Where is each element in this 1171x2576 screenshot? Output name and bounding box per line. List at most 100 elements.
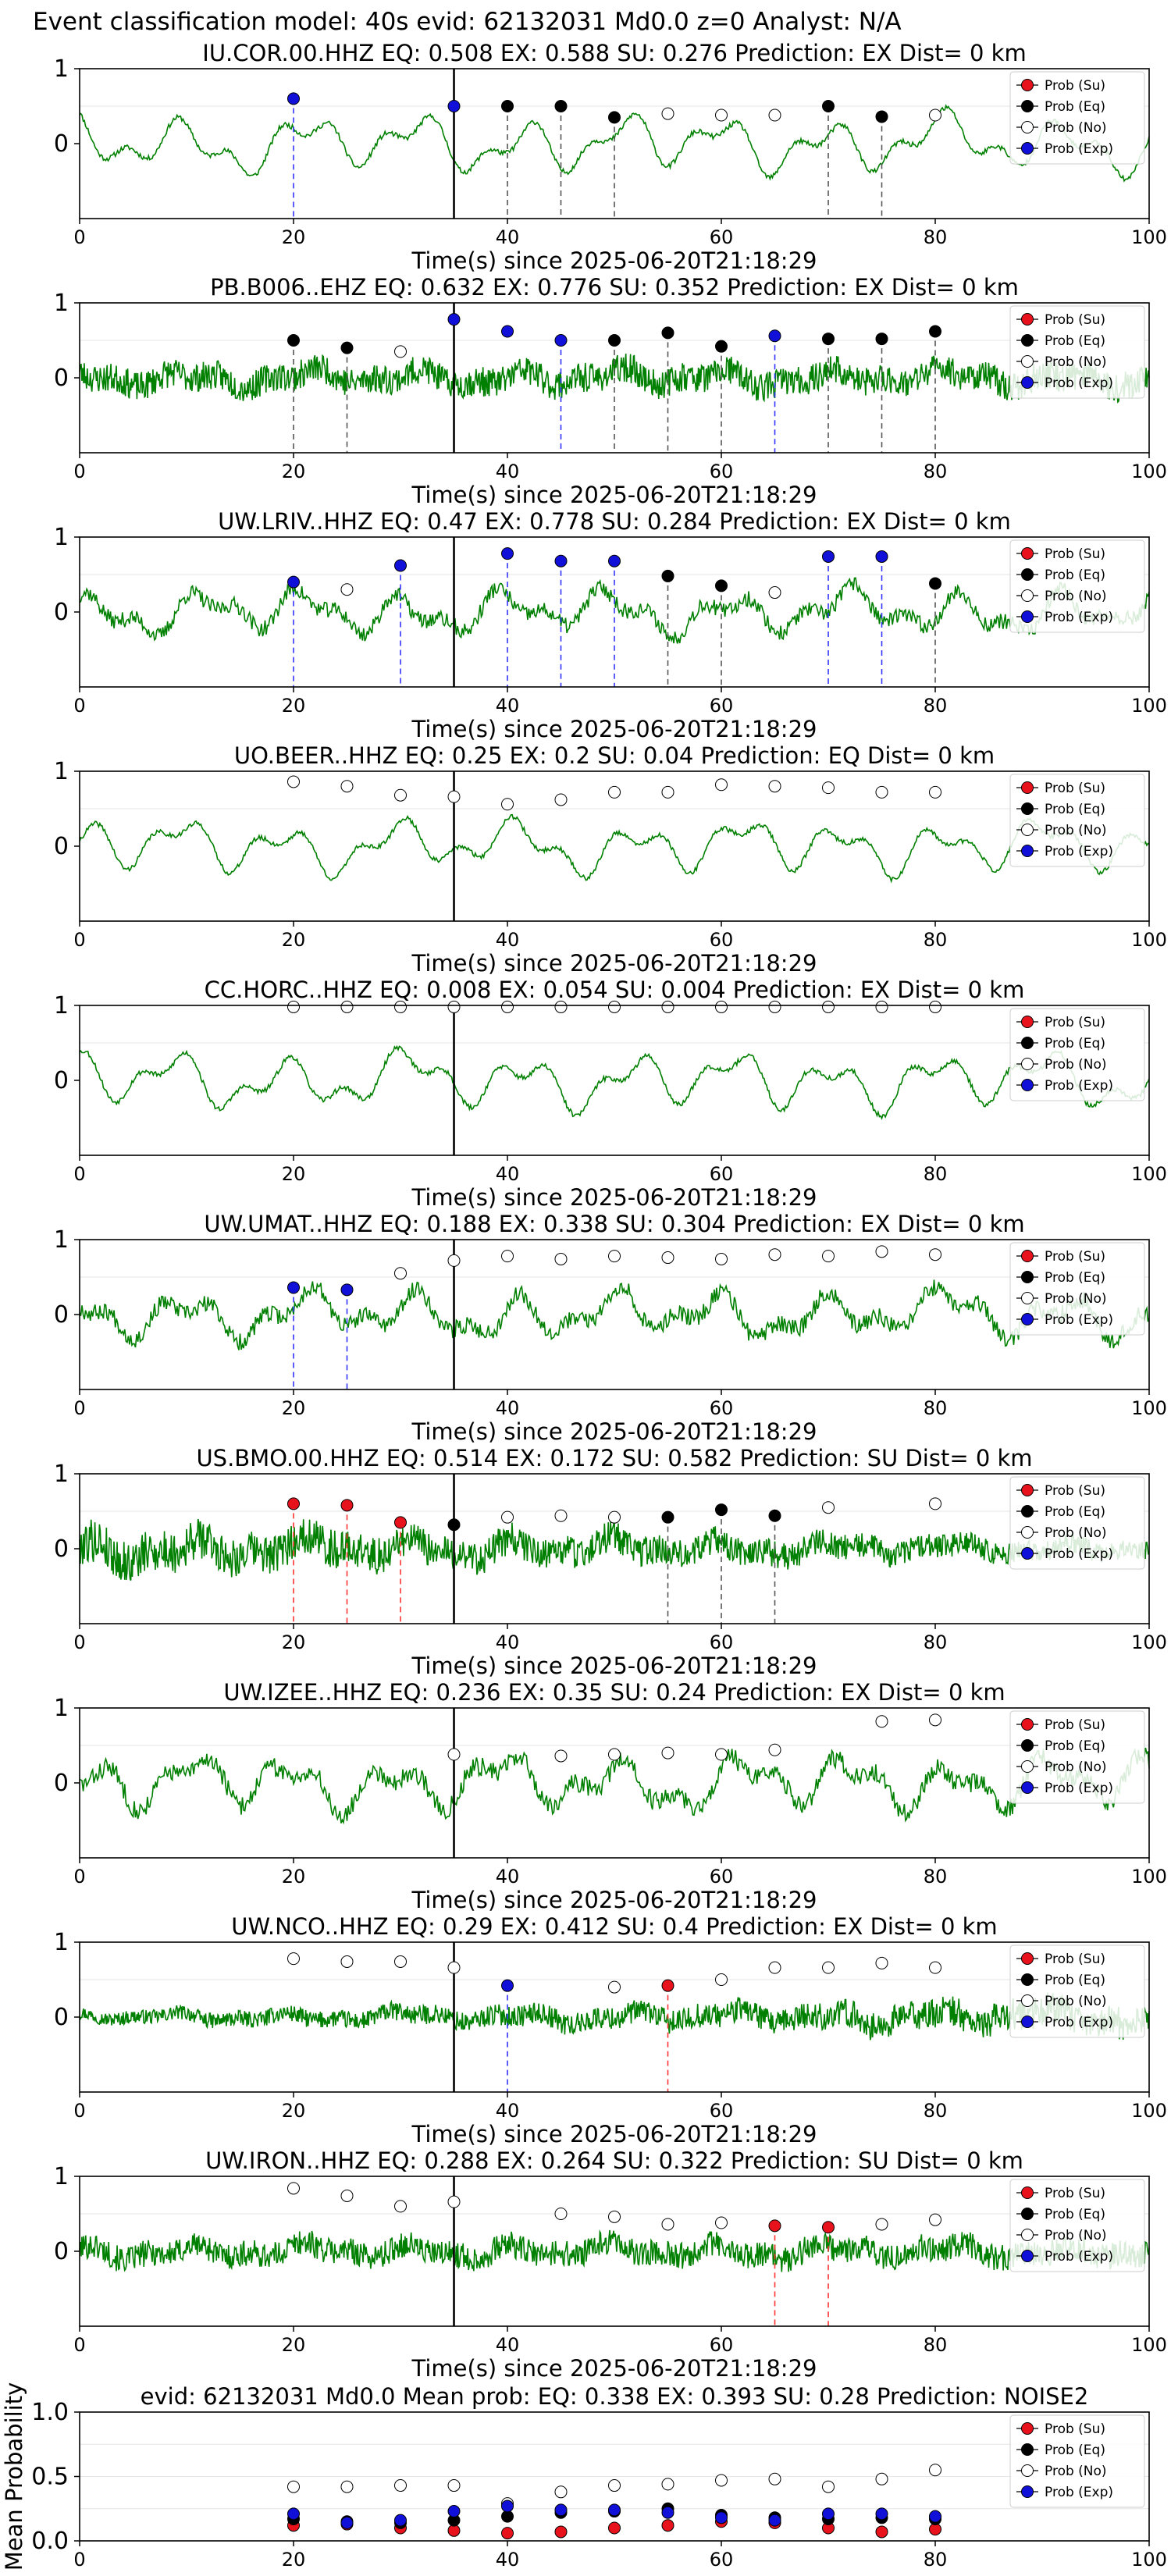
- prob-point-su: [768, 2219, 781, 2233]
- y-tick-label: 1: [54, 55, 69, 83]
- mean-point-no: [608, 2479, 621, 2492]
- x-tick-label: 100: [1131, 2334, 1167, 2356]
- mean-point-exp: [608, 2503, 621, 2517]
- mean-point-su: [554, 2525, 568, 2539]
- prob-point-no: [822, 1000, 835, 1013]
- prob-point-no: [875, 2218, 888, 2231]
- x-tick-label: 20: [282, 1163, 306, 1185]
- waveform-trace: [79, 2229, 1150, 2272]
- prob-point-no: [929, 2213, 941, 2226]
- x-tick-label: 40: [496, 2334, 520, 2356]
- x-tick-label: 100: [1131, 1163, 1167, 1185]
- legend-frame: [1009, 2414, 1145, 2508]
- prob-point-exp: [287, 1281, 300, 1294]
- prob-point-no: [340, 2189, 354, 2202]
- mean-point-exp: [287, 2507, 300, 2521]
- y-tick-label: 1: [54, 992, 69, 1019]
- legend-marker-eq: [1021, 1973, 1034, 1986]
- x-tick-label: 80: [924, 2334, 948, 2356]
- mean-point-exp: [715, 2511, 728, 2524]
- legend-marker-eq: [1021, 334, 1034, 347]
- legend-marker-eq: [1021, 802, 1034, 815]
- x-tick-label: 40: [496, 1866, 520, 1888]
- prob-point-eq: [715, 340, 728, 353]
- x-tick-label: 100: [1131, 2100, 1167, 2122]
- prob-point-no: [447, 1748, 461, 1761]
- prob-point-no: [447, 1961, 461, 1974]
- prob-point-no: [822, 1501, 835, 1514]
- prob-point-eq: [501, 100, 514, 112]
- x-tick-label: 0: [73, 461, 85, 482]
- prob-point-eq: [875, 333, 888, 346]
- mean-point-no: [340, 2480, 354, 2493]
- mean-probability-panel: evid: 62132031 Md0.0 Mean prob: EQ: 0.33…: [1, 2382, 1167, 2571]
- prob-point-eq: [661, 326, 674, 340]
- legend-label: Prob (Su): [1045, 781, 1105, 796]
- legend-label: Prob (No): [1045, 120, 1107, 136]
- y-tick-label: 0: [54, 130, 69, 158]
- panel-title: UW.LRIV..HHZ EQ: 0.47 EX: 0.778 SU: 0.28…: [218, 508, 1011, 535]
- waveform-trace: [79, 1747, 1150, 1825]
- prob-point-no: [715, 109, 728, 122]
- prob-point-no: [768, 780, 781, 793]
- legend-frame: [1009, 774, 1145, 867]
- x-tick-label: 80: [924, 1163, 948, 1185]
- mean-point-exp: [822, 2507, 835, 2521]
- prob-point-exp: [447, 100, 461, 112]
- legend-label: Prob (Su): [1045, 2186, 1105, 2201]
- x-tick-label: 40: [496, 461, 520, 482]
- prob-point-exp: [447, 313, 461, 326]
- prob-point-eq: [875, 110, 888, 123]
- waveform-group: [79, 1747, 1150, 1825]
- prob-point-eq: [608, 334, 621, 347]
- legend-marker-eq: [1021, 568, 1034, 581]
- prob-point-exp: [501, 1979, 514, 1992]
- legend-marker-no: [1021, 1994, 1034, 2007]
- y-tick-label: 0.0: [31, 2528, 69, 2555]
- legend-label: Prob (Eq): [1045, 2207, 1105, 2222]
- prob-point-no: [929, 1713, 941, 1727]
- legend-marker-no: [1021, 589, 1034, 602]
- mean-point-no: [768, 2472, 781, 2485]
- legend-label: Prob (No): [1045, 823, 1107, 838]
- x-tick-label: 40: [496, 1397, 520, 1419]
- legend-label: Prob (Su): [1045, 312, 1105, 328]
- station-panel: UW.NCO..HHZ EQ: 0.29 EX: 0.412 SU: 0.4 P…: [54, 1913, 1167, 2147]
- prob-point-no: [661, 107, 674, 120]
- prob-point-no: [822, 781, 835, 795]
- legend-marker-su: [1021, 79, 1034, 91]
- legend: Prob (Su) Prob (Eq) Prob (No) Prob (Exp): [1009, 2179, 1145, 2272]
- legend-label: Prob (Eq): [1045, 99, 1105, 115]
- prob-point-no: [929, 109, 941, 122]
- legend-marker-exp: [1021, 610, 1034, 623]
- x-tick-label: 60: [710, 1631, 734, 1653]
- x-tick-label: 40: [496, 695, 520, 717]
- prob-point-no: [340, 583, 354, 596]
- x-tick-label: 60: [710, 461, 734, 482]
- prob-point-no: [287, 775, 300, 788]
- x-axis-label: Time(s) since 2025-06-20T21:18:29: [411, 2355, 817, 2382]
- prob-point-exp: [822, 550, 835, 563]
- x-tick-label: 0: [73, 1631, 85, 1653]
- mean-point-exp: [501, 2500, 514, 2513]
- prob-point-su: [340, 1499, 354, 1512]
- x-tick-label: 80: [924, 1866, 948, 1888]
- legend-marker-su: [1021, 313, 1034, 326]
- x-tick-label: 100: [1131, 1397, 1167, 1419]
- legend-label: Prob (Su): [1045, 1717, 1105, 1733]
- legend-label: Prob (Su): [1045, 78, 1105, 94]
- legend-label: Prob (Eq): [1045, 1973, 1105, 1988]
- prob-point-no: [340, 1955, 354, 1968]
- prob-point-no: [608, 1250, 621, 1263]
- x-axis-label: Time(s) since 2025-06-20T21:18:29: [411, 247, 817, 274]
- panel-title: evid: 62132031 Md0.0 Mean prob: EQ: 0.33…: [141, 2383, 1089, 2410]
- x-tick-label: 0: [73, 929, 85, 951]
- prob-point-eq: [822, 333, 835, 346]
- x-axis-label: Time(s) since 2025-06-20T21:18:29: [411, 482, 817, 508]
- legend-label: Prob (Su): [1045, 1249, 1105, 1265]
- x-tick-label: 0: [73, 1397, 85, 1419]
- prob-point-eq: [661, 1510, 674, 1524]
- prob-point-no: [608, 1980, 621, 1994]
- prob-point-no: [715, 1000, 728, 1013]
- legend-label: Prob (No): [1045, 2228, 1107, 2243]
